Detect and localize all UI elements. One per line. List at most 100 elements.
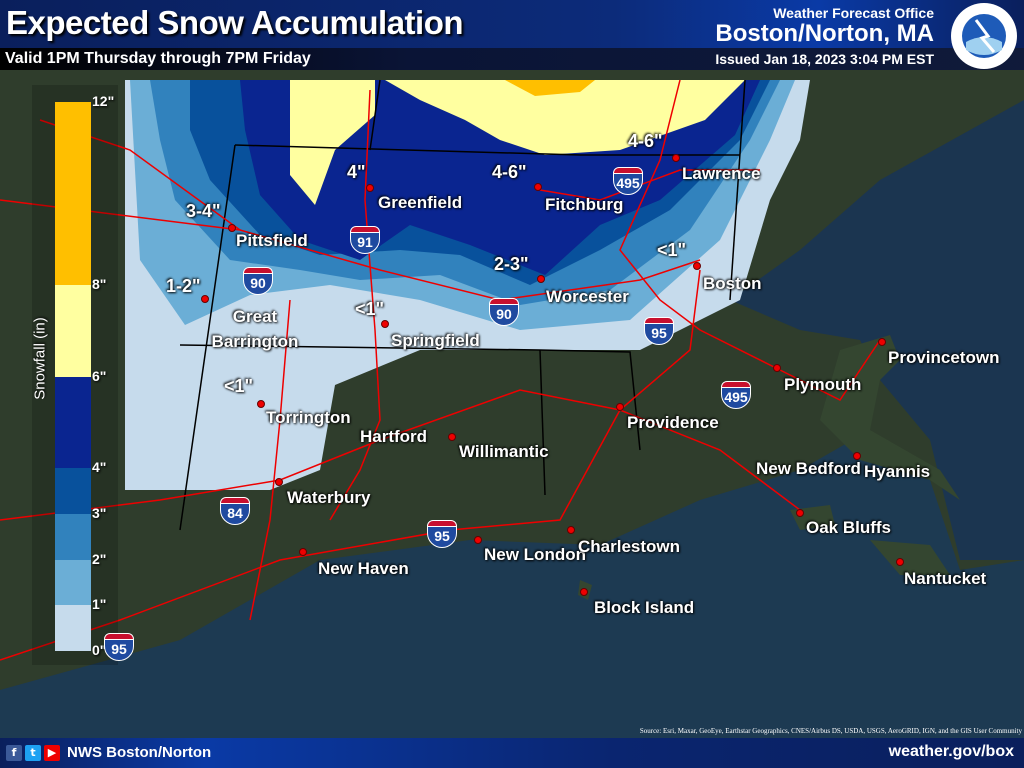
office-name: Boston/Norton, MA	[715, 20, 934, 47]
city-marker	[672, 154, 680, 162]
snowfall-amount-label: 2-3"	[494, 254, 529, 274]
snowfall-amount-label: 1-2"	[166, 276, 201, 296]
city-label: Great Barrington	[211, 307, 299, 351]
interstate-number: 95	[644, 323, 674, 345]
page-title: Expected Snow Accumulation	[6, 4, 464, 41]
city-marker	[299, 548, 307, 556]
city-marker	[537, 275, 545, 283]
interstate-shield: 90	[489, 298, 519, 326]
city-label: Block Island	[594, 598, 695, 617]
interstate-number: 495	[613, 173, 643, 195]
city-label: Lawrence	[682, 164, 761, 183]
legend-tick-label: 3"	[92, 505, 107, 521]
city-label: Waterbury	[287, 488, 371, 507]
city-marker	[381, 320, 389, 328]
city-label: Hartford	[360, 427, 428, 446]
interstate-shield: 91	[350, 226, 380, 254]
city-marker	[448, 433, 456, 441]
interstate-number: 95	[427, 526, 457, 548]
subheader-bar	[0, 48, 1024, 70]
snowfall-amount-label: 4-6"	[492, 162, 527, 182]
city-marker	[580, 588, 588, 596]
ocean	[730, 100, 1024, 560]
map-source-credit: Source: Esri, Maxar, GeoEye, Earthstar G…	[639, 727, 1022, 735]
city-marker	[275, 478, 283, 486]
legend-title: Snowfall (in)	[31, 317, 49, 400]
interstate-shield: 95	[427, 520, 457, 548]
legend-bin-6-8	[55, 285, 91, 377]
legend-bin-8-12	[55, 102, 91, 285]
city-label: Plymouth	[784, 375, 862, 394]
city-label: Oak Bluffs	[806, 518, 892, 537]
city-label: Torrington	[266, 408, 351, 427]
interstate-number: 495	[721, 387, 751, 409]
city-marker	[693, 262, 701, 270]
snowfall-amount-label: <1"	[224, 376, 254, 396]
city-label: Nantucket	[904, 569, 987, 588]
interstate-number: 91	[350, 232, 380, 254]
city-label: Pittsfield	[236, 231, 308, 250]
header-bar	[0, 0, 1024, 48]
city-label: Hyannis	[864, 462, 931, 481]
city-marker	[257, 400, 265, 408]
city-marker	[796, 509, 804, 517]
legend-tick-label: 8"	[92, 276, 107, 292]
state-borders	[179, 79, 746, 531]
city-marker	[366, 184, 374, 192]
interstate-number: 90	[243, 273, 273, 295]
city-label: Boston	[703, 274, 762, 293]
city-marker	[228, 224, 236, 232]
footer-office-name: NWS Boston/Norton	[67, 744, 212, 761]
twitter-icon[interactable]: t	[25, 744, 41, 761]
interstate-shield: 95	[644, 317, 674, 345]
city-label: Providence	[627, 413, 719, 432]
city-label: Springfield	[391, 331, 480, 350]
city-label: Charlestown	[578, 537, 681, 556]
snowfall-amount-label: <1"	[657, 240, 687, 260]
city-marker	[567, 526, 575, 534]
city-marker	[896, 558, 904, 566]
city-marker	[534, 183, 542, 191]
legend-bin-3-4	[55, 468, 91, 514]
city-label: New Haven	[318, 559, 409, 578]
city-label: Fitchburg	[545, 195, 624, 214]
snowfall-amount-label: 3-4"	[186, 201, 221, 221]
youtube-icon[interactable]: ▶	[44, 744, 60, 761]
city-label: New London	[484, 545, 586, 564]
legend-tick-label: 1"	[92, 596, 107, 612]
city-marker	[878, 338, 886, 346]
valid-period: Valid 1PM Thursday through 7PM Friday	[5, 50, 311, 67]
snowfall-amount-label: <1"	[355, 299, 385, 319]
legend-tick-label: 6"	[92, 368, 107, 384]
ocean	[0, 430, 1024, 768]
legend-bin-0-1	[55, 605, 91, 651]
legend-bin-2-3	[55, 514, 91, 560]
interstate-number: 95	[104, 639, 134, 661]
footer-bar: f t ▶ NWS Boston/Norton weather.gov/box	[0, 738, 1024, 768]
snow-8-12	[505, 80, 595, 96]
city-marker	[474, 536, 482, 544]
nws-logo	[951, 3, 1017, 69]
legend-bin-4-6	[55, 377, 91, 468]
legend-tick-label: 4"	[92, 459, 107, 475]
city-marker	[853, 452, 861, 460]
facebook-icon[interactable]: f	[6, 744, 22, 761]
footer-website-link[interactable]: weather.gov/box	[888, 743, 1014, 760]
city-label: Provincetown	[888, 348, 1000, 367]
legend-bin-1-2	[55, 560, 91, 605]
snowfall-amount-label: 4-6"	[628, 131, 663, 151]
legend-tick-label: 2"	[92, 551, 107, 567]
interstate-shield: 95	[104, 633, 134, 661]
legend-tick-label: 12"	[92, 93, 115, 109]
city-label: Worcester	[546, 287, 629, 306]
interstate-shield: 90	[243, 267, 273, 295]
city-marker	[616, 403, 624, 411]
city-label: New Bedford	[756, 459, 861, 478]
interstate-number: 90	[489, 304, 519, 326]
city-label: Willimantic	[459, 442, 549, 461]
interstate-number: 84	[220, 503, 250, 525]
city-label: Greenfield	[378, 193, 463, 212]
interstate-shield: 495	[613, 167, 643, 195]
office-label: Weather Forecast Office	[773, 5, 934, 21]
